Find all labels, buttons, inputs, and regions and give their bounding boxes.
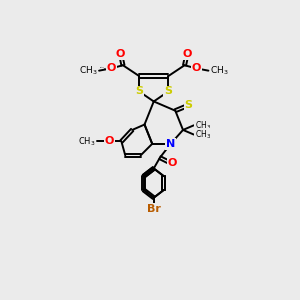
Text: O: O: [167, 158, 177, 168]
Text: S: S: [164, 86, 172, 96]
Text: CH$_3$: CH$_3$: [195, 128, 211, 141]
Text: CH$_3$: CH$_3$: [79, 64, 98, 77]
Text: Br: Br: [147, 204, 161, 214]
Text: S: S: [135, 86, 143, 96]
Text: CH$_3$: CH$_3$: [210, 64, 229, 77]
Text: O: O: [116, 50, 125, 59]
Text: N: N: [166, 139, 175, 149]
Text: methyl: methyl: [100, 67, 105, 68]
Text: S: S: [184, 100, 192, 110]
Text: O: O: [182, 50, 191, 59]
Text: O: O: [191, 63, 201, 73]
Text: methyl: methyl: [104, 68, 109, 69]
Text: CH$_3$: CH$_3$: [78, 135, 95, 148]
Text: CH$_3$: CH$_3$: [195, 119, 211, 132]
Text: O: O: [107, 63, 116, 73]
Text: O: O: [104, 136, 114, 146]
